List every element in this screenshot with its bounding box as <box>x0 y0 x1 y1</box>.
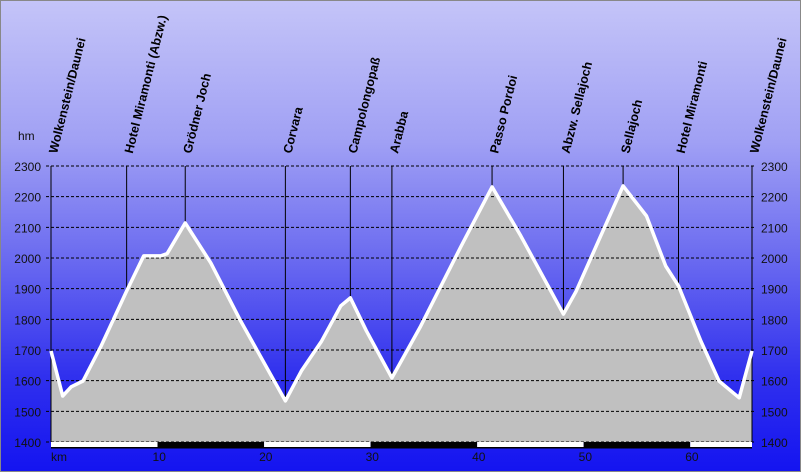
y-tick-left-1700: 1700 <box>14 344 41 358</box>
km-band-40 <box>477 442 584 447</box>
waypoint-label-9: Hotel Miramonti <box>674 60 710 155</box>
x-tick-20: 20 <box>259 450 273 464</box>
km-band-0 <box>51 442 158 447</box>
x-unit-label: km <box>51 450 67 464</box>
x-tick-30: 30 <box>366 450 380 464</box>
km-band-10 <box>157 442 265 447</box>
waypoint-label-4: Campolongopaß <box>346 55 384 154</box>
profile-area <box>51 185 752 442</box>
y-tick-left-1800: 1800 <box>14 313 41 327</box>
y-tick-right-1900: 1900 <box>761 283 788 297</box>
km-band-20 <box>264 442 371 447</box>
km-band-base <box>51 447 752 449</box>
km-band-60 <box>690 442 752 447</box>
y-tick-left-1900: 1900 <box>14 283 41 297</box>
y-tick-left-1500: 1500 <box>14 405 41 419</box>
waypoint-label-6: Passo Pordoi <box>487 74 520 155</box>
x-tick-50: 50 <box>579 450 593 464</box>
profile-line <box>49 184 754 403</box>
km-band-50 <box>583 442 691 447</box>
y-tick-right-2300: 2300 <box>761 160 788 174</box>
y-tick-left-1400: 1400 <box>14 436 41 450</box>
y-tick-right-1500: 1500 <box>761 405 788 419</box>
waypoint-label-0: Wolkenstein/Daunei <box>46 36 88 154</box>
y-tick-right-1800: 1800 <box>761 313 788 327</box>
km-band-30 <box>370 442 478 447</box>
y-tick-right-2200: 2200 <box>761 191 788 205</box>
y-tick-left-2200: 2200 <box>14 191 41 205</box>
waypoint-label-8: Sellajoch <box>618 98 645 155</box>
y-tick-left-2000: 2000 <box>14 252 41 266</box>
waypoint-label-5: Arabba <box>387 109 411 155</box>
waypoint-label-10: Wolkenstein/Daunei <box>747 36 789 154</box>
y-tick-right-2100: 2100 <box>761 221 788 235</box>
y-tick-right-2000: 2000 <box>761 252 788 266</box>
waypoint-label-7: Abzw. Sellajoch <box>559 60 595 155</box>
y-tick-right-1600: 1600 <box>761 375 788 389</box>
y-tick-left-2100: 2100 <box>14 221 41 235</box>
x-tick-40: 40 <box>472 450 486 464</box>
waypoint-label-3: Corvara <box>281 104 306 154</box>
y-tick-right-1700: 1700 <box>761 344 788 358</box>
x-tick-60: 60 <box>685 450 699 464</box>
waypoint-label-2: Grödner Joch <box>181 72 214 155</box>
y-unit-label: hm <box>18 129 35 143</box>
y-tick-right-1400: 1400 <box>761 436 788 450</box>
x-tick-10: 10 <box>153 450 167 464</box>
waypoint-label-1: Hotel Miramonti (Abzw.) <box>122 14 170 155</box>
y-tick-left-2300: 2300 <box>14 160 41 174</box>
y-tick-left-1600: 1600 <box>14 375 41 389</box>
